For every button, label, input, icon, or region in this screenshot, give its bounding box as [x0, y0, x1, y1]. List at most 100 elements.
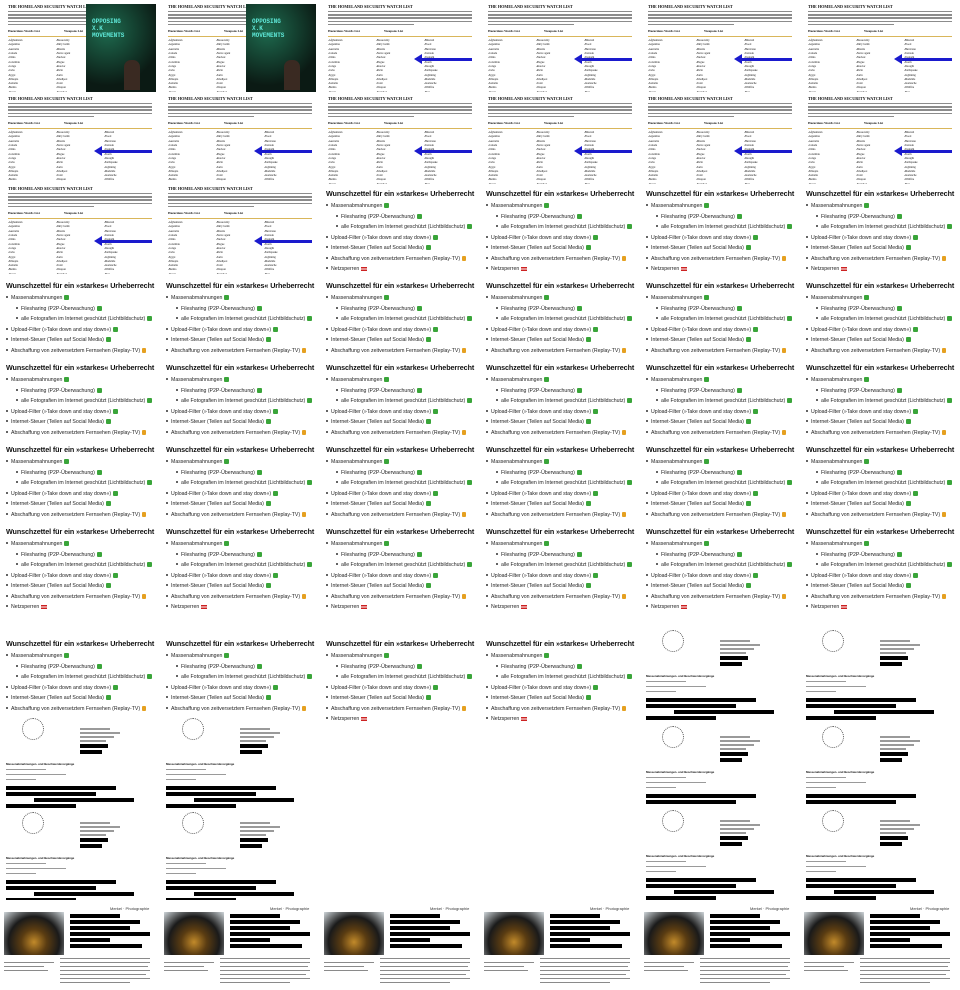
redaction-bar — [870, 914, 920, 918]
watchlist-slide[interactable]: THE HOMELAND SECURITY WATCH LIST Hazardou… — [640, 0, 800, 92]
wishlist-slide[interactable]: Wunschzettel für ein »starkes« Urheberre… — [800, 522, 960, 646]
text-line — [700, 962, 790, 964]
video-frame[interactable]: OPPOSING X.K MOVEMENTS — [86, 4, 156, 92]
bullet-icon — [656, 306, 658, 309]
video-frame[interactable]: OPPOSING X.K MOVEMENTS — [246, 4, 316, 92]
magazine-page[interactable]: Merkel · Photographie — [160, 900, 320, 990]
letter-page[interactable]: Massenabmahnungen- und Beschwerdevorgäng… — [160, 714, 320, 824]
text-line — [540, 974, 626, 976]
watchlist-columns: AfghanistanArgentinaAustraliaCanadaChina… — [168, 221, 312, 274]
check-icon — [704, 459, 710, 465]
wishlist-item-label: Massenabmahnungen — [651, 541, 703, 547]
column-header: Weapons List — [704, 121, 724, 126]
wishlist-slide[interactable]: Wunschzettel für ein »starkes« Urheberre… — [160, 522, 320, 646]
bullet-icon — [166, 430, 168, 433]
magazine-page[interactable]: Merkel · Photographie — [480, 900, 640, 990]
wishlist-slide[interactable]: Wunschzettel für ein »starkes« Urheberre… — [480, 634, 640, 758]
text-line — [220, 978, 310, 980]
watchlist-slide[interactable]: THE HOMELAND SECURITY WATCH LIST Hazardou… — [0, 182, 160, 274]
wishlist-item: Filesharing (P2P-Überwachung) — [646, 550, 794, 561]
watchlist-slide[interactable]: THE HOMELAND SECURITY WATCH LIST Hazardou… — [320, 0, 480, 92]
watchlist-slide[interactable]: THE HOMELAND SECURITY WATCH LIST Hazardou… — [640, 92, 800, 184]
arrow-icon — [100, 240, 152, 243]
watchlist-word: Ethiopia — [168, 78, 216, 82]
magazine-page[interactable]: Merkel · Photographie — [320, 900, 480, 990]
wishlist-item-label: alle Fotografien im Internet geschützt (… — [661, 562, 786, 568]
wishlist-item: Upload-Filter (»Take down and stay down«… — [646, 407, 794, 418]
wishlist-title: Wunschzettel für ein »starkes« Urheberre… — [326, 281, 475, 290]
wishlist-slide[interactable]: Wunschzettel für ein »starkes« Urheberre… — [480, 522, 640, 646]
redaction-bar — [870, 926, 930, 930]
magazine-page[interactable]: Merkel · Photographie — [800, 900, 960, 990]
wishlist-item-label: Upload-Filter (»Take down and stay down«… — [491, 490, 592, 497]
letter-page[interactable]: Massenabmahnungen- und Beschwerdevorgäng… — [800, 626, 960, 736]
watchlist-word: Storm — [104, 153, 152, 157]
wishlist-slide[interactable]: Wunschzettel für ein »starkes« Urheberre… — [640, 522, 800, 646]
watchlist-slide[interactable]: THE HOMELAND SECURITY WATCH LIST Hazardou… — [160, 92, 320, 184]
magazine-page[interactable]: Merkel · Photographie — [0, 900, 160, 990]
watchlist-slide[interactable]: THE HOMELAND SECURITY WATCH LIST Hazardou… — [160, 0, 320, 92]
check-icon — [585, 419, 591, 425]
wishlist-slide[interactable]: Wunschzettel für ein »starkes« Urheberre… — [0, 522, 160, 646]
letterhead-line — [720, 644, 760, 646]
watchlist-word: Earthquake — [104, 161, 152, 165]
watchlist-slide[interactable]: THE HOMELAND SECURITY WATCH LIST Hazardou… — [320, 92, 480, 184]
wishlist-title: Wunschzettel für ein »starkes« Urheberre… — [6, 363, 155, 372]
watchlist-word: Drought — [584, 65, 632, 69]
watchlist-word: Reactor — [376, 157, 424, 161]
watchlist-word: Plague — [376, 61, 424, 65]
watchlist-word: Ethiopia — [328, 170, 376, 174]
text-line — [644, 970, 688, 972]
watchlist-word: Reactor — [696, 157, 744, 161]
watchlist-slide[interactable]: THE HOMELAND SECURITY WATCH LIST Hazardou… — [480, 0, 640, 92]
wishlist-item-label: Abschaffung von zeitversetztem Fernsehen… — [11, 705, 141, 712]
watchlist-slide[interactable]: THE HOMELAND SECURITY WATCH LIST Hazardou… — [0, 92, 160, 184]
magazine-page[interactable]: Merkel · Photographie — [640, 900, 800, 990]
letter-page[interactable]: Massenabmahnungen- und Beschwerdevorgäng… — [640, 626, 800, 736]
watchlist-word: Russia — [328, 183, 376, 184]
letter-page[interactable]: Massenabmahnungen- und Beschwerdevorgäng… — [640, 806, 800, 916]
wishlist-item-label: Filesharing (P2P-Überwachung) — [181, 469, 255, 476]
wishlist-title: Wunschzettel für ein »starkes« Urheberre… — [486, 639, 635, 648]
letterhead-line — [80, 736, 114, 738]
check-icon — [864, 377, 870, 383]
watchlist-slide[interactable]: THE HOMELAND SECURITY WATCH LIST Hazardou… — [160, 182, 320, 274]
text-line — [380, 974, 466, 976]
bullet-icon — [656, 481, 658, 484]
text-line — [328, 17, 472, 19]
wishlist-item-label: Massenabmahnungen — [491, 541, 543, 547]
bullet-icon — [486, 256, 488, 259]
wishlist-slide[interactable]: Wunschzettel für ein »starkes« Urheberre… — [320, 634, 480, 758]
text-line — [8, 106, 152, 108]
watchlist-word: Somalia — [488, 82, 536, 86]
watchlist-slide[interactable]: THE HOMELAND SECURITY WATCH LIST Hazardou… — [800, 0, 960, 92]
watchlist-word: Australia — [168, 140, 216, 144]
watchlist-word: Congo — [488, 157, 536, 161]
watchlist-slide[interactable]: THE HOMELAND SECURITY WATCH LIST Hazardou… — [0, 0, 160, 92]
watchlist-word: Heat — [584, 91, 632, 92]
wishlist-item-label: Filesharing (P2P-Überwachung) — [341, 663, 415, 670]
wishlist-item-label: Filesharing (P2P-Überwachung) — [21, 663, 95, 670]
watchlist-word: Australia — [488, 140, 536, 144]
wishlist-slide[interactable]: Wunschzettel für ein »starkes« Urheberre… — [320, 522, 480, 646]
watchlist-word: Dirty bomb — [56, 43, 104, 47]
bullet-icon — [656, 563, 658, 566]
check-icon — [273, 572, 279, 578]
watchlist-slide[interactable]: THE HOMELAND SECURITY WATCH LIST Hazardou… — [800, 92, 960, 184]
letter-page[interactable]: Massenabmahnungen- und Beschwerdevorgäng… — [0, 714, 160, 824]
wishlist-item: Abschaffung von zeitversetztem Fernsehen… — [806, 346, 954, 357]
watchlist-word: Smallpox — [856, 78, 904, 82]
watchlist-slide[interactable]: THE HOMELAND SECURITY WATCH LIST Hazardou… — [480, 92, 640, 184]
bullet-icon — [646, 594, 648, 597]
check-icon — [576, 305, 582, 311]
watchlist-word: Congo — [168, 157, 216, 161]
watchlist-word: Somalia — [8, 264, 56, 268]
watchlist-word: Weapon — [536, 86, 584, 90]
watchlist-word: Blizzard — [264, 221, 312, 225]
watchlist-word: Tsunami — [584, 56, 632, 60]
bullet-icon — [16, 306, 18, 309]
letter-title: Massenabmahnungen- und Beschwerdevorgäng… — [166, 856, 235, 860]
bullet-icon — [166, 348, 168, 351]
wishlist-item: alle Fotografien im Internet geschützt (… — [646, 314, 794, 325]
flag-icon — [361, 266, 368, 271]
